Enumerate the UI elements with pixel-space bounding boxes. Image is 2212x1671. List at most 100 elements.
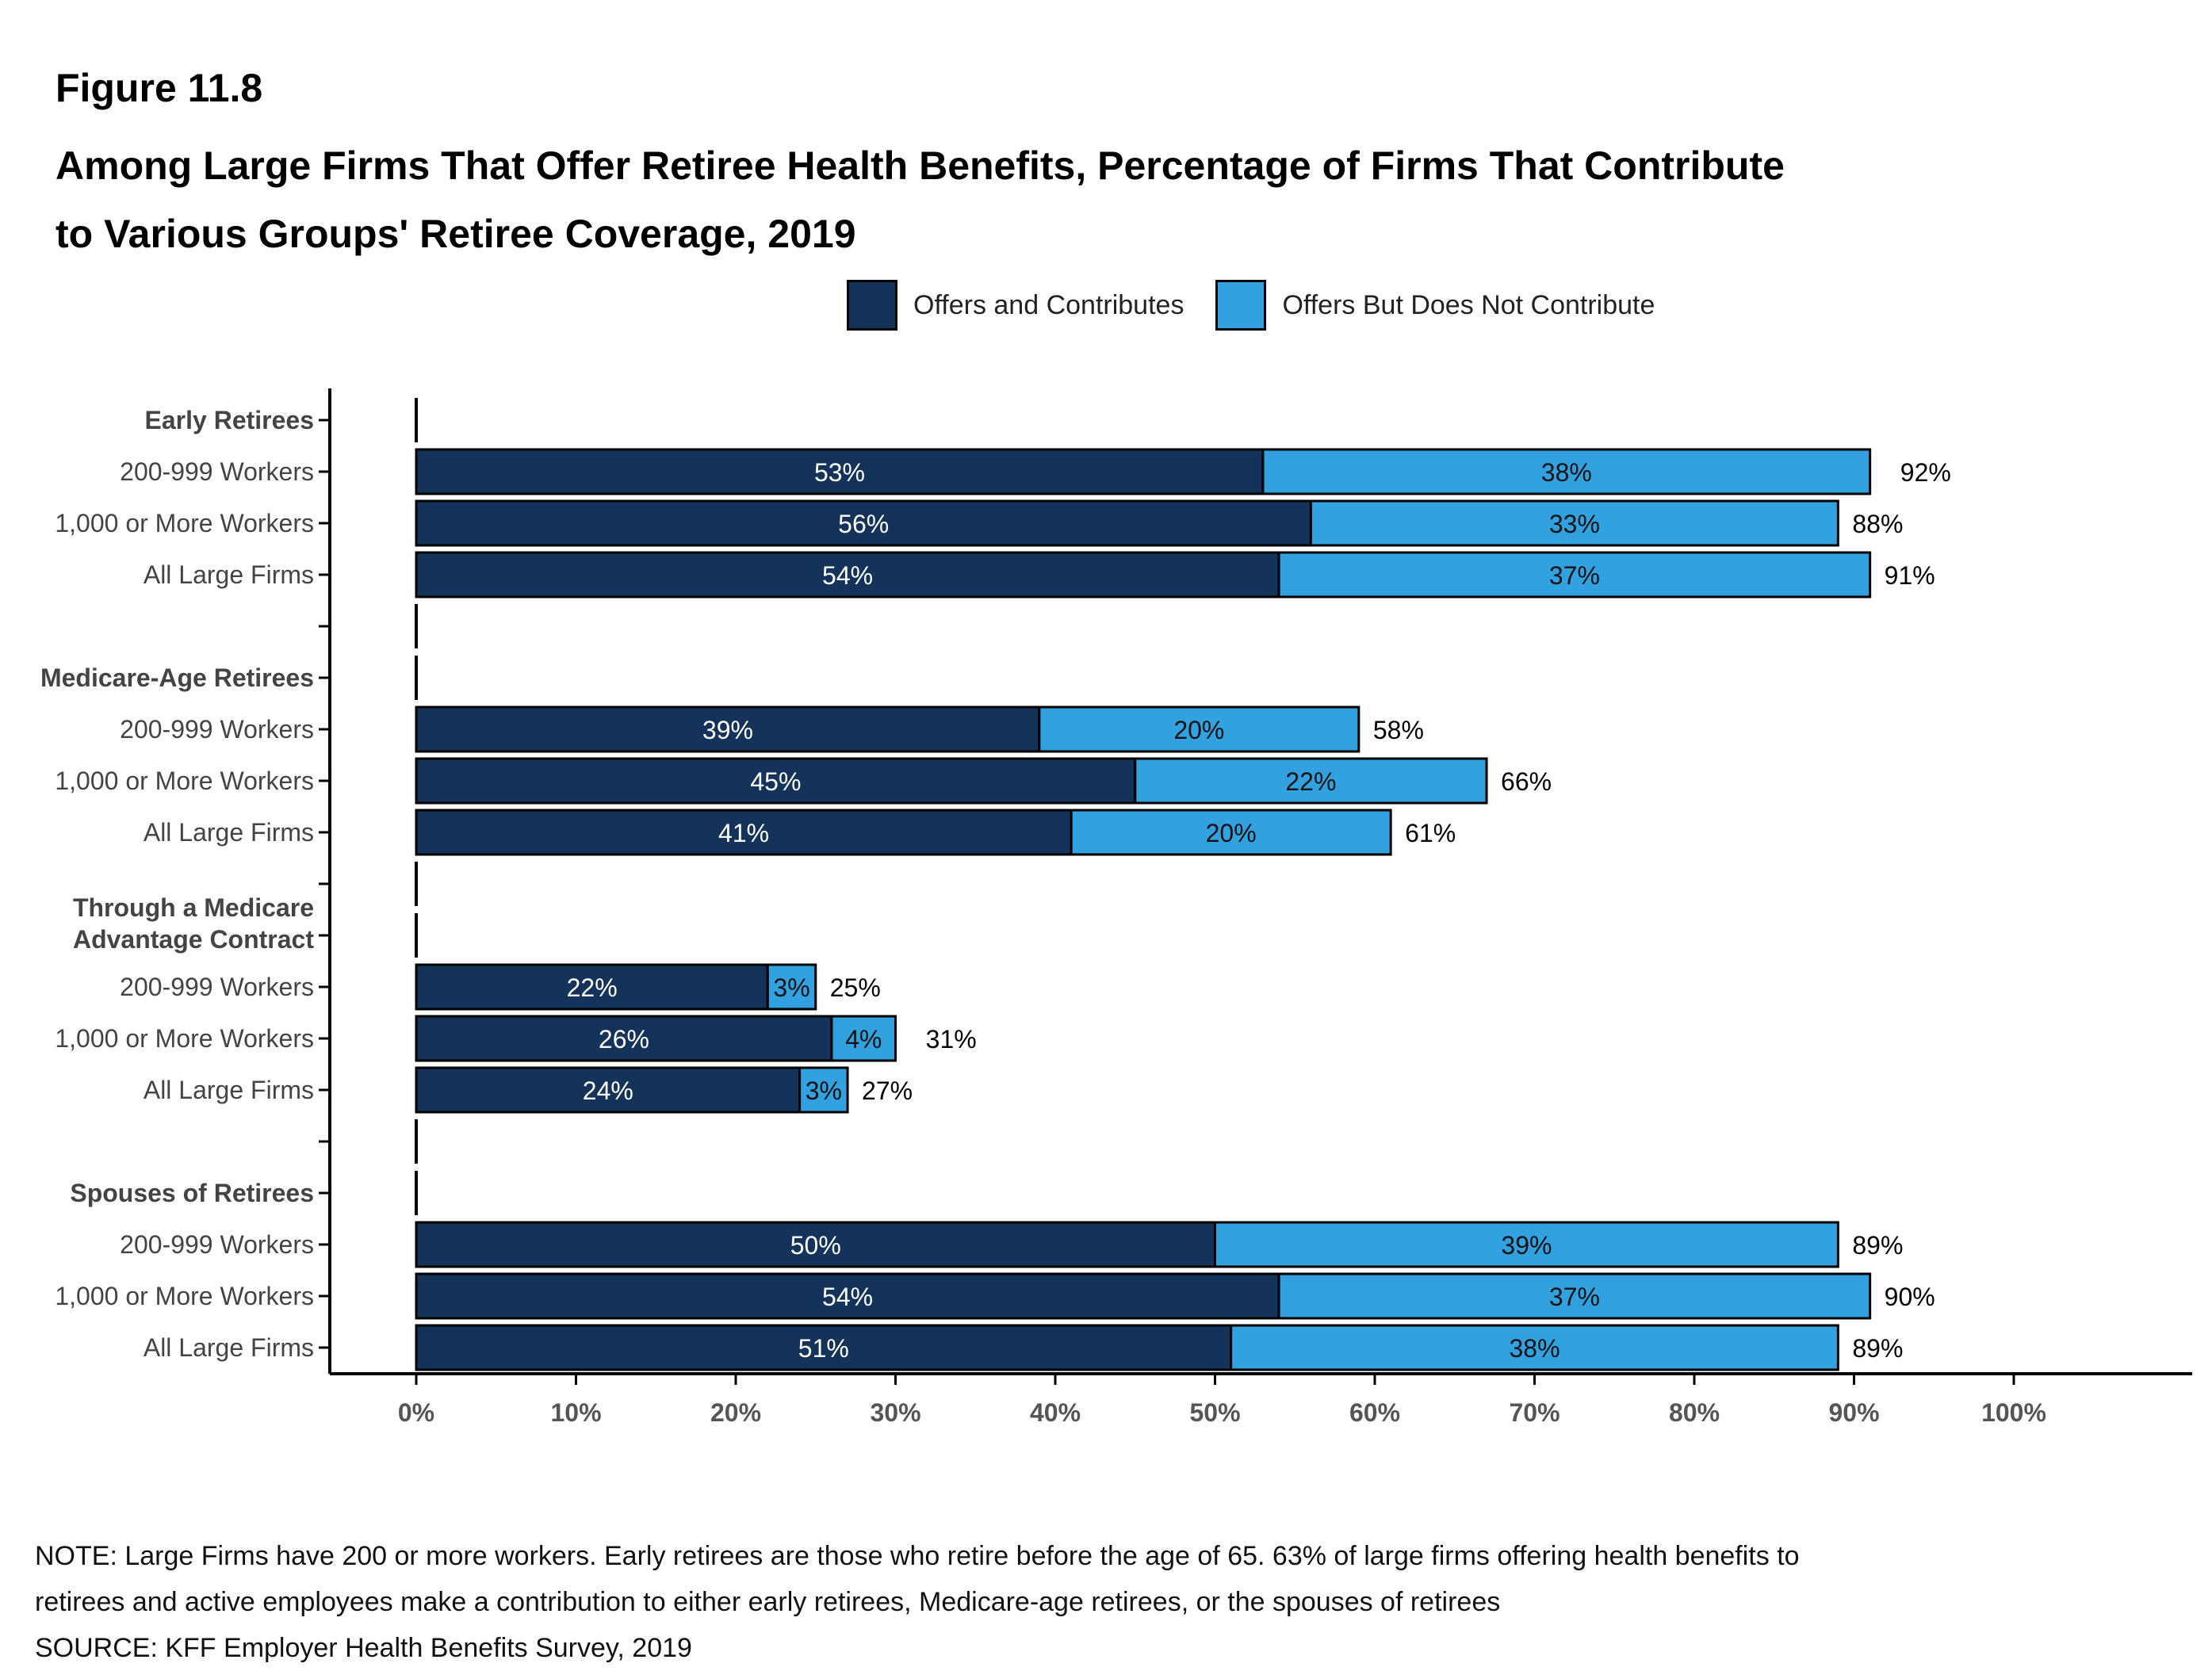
data-label-not-contribute: 37% xyxy=(1549,561,1600,590)
x-tick-label: 50% xyxy=(1189,1398,1240,1427)
bar-contributes xyxy=(415,705,1041,753)
bar-contributes xyxy=(415,551,1280,598)
x-tick-label: 60% xyxy=(1349,1398,1400,1427)
group-label: Early Retirees xyxy=(145,406,314,434)
bar-contributes xyxy=(415,1015,833,1062)
legend-swatch-contributes xyxy=(847,280,897,331)
x-tick-label: 80% xyxy=(1669,1398,1720,1427)
note-line-1: NOTE: Large Firms have 200 or more worke… xyxy=(35,1541,1800,1571)
group-label: Advantage Contract xyxy=(73,925,314,954)
data-label-contributes: 51% xyxy=(798,1334,849,1363)
group-label: Spouses of Retirees xyxy=(70,1179,314,1207)
data-label-contributes: 22% xyxy=(567,973,618,1002)
bar-not-contribute xyxy=(1261,448,1872,495)
row-label: 1,000 or More Workers xyxy=(55,509,314,537)
legend-label-not-contribute: Offers But Does Not Contribute xyxy=(1282,289,1655,320)
legend-label-contributes: Offers and Contributes xyxy=(913,289,1184,320)
x-tick-label: 10% xyxy=(550,1398,601,1427)
bar-not-contribute xyxy=(798,1066,849,1114)
x-tick-label: 90% xyxy=(1828,1398,1879,1427)
bar-not-contribute xyxy=(1230,1324,1839,1371)
bar-not-contribute xyxy=(1277,1272,1872,1320)
row-label: 200-999 Workers xyxy=(120,973,314,1001)
legend-item-contributes: Offers and Contributes xyxy=(847,280,1184,331)
data-label-contributes: 45% xyxy=(750,767,801,796)
data-label-contributes: 26% xyxy=(599,1025,649,1053)
notes: NOTE: Large Firms have 200 or more worke… xyxy=(35,1533,1800,1671)
data-label-not-contribute: 39% xyxy=(1501,1231,1552,1260)
data-label-contributes: 24% xyxy=(583,1076,633,1105)
x-tick-label: 20% xyxy=(710,1398,761,1427)
bar-contributes xyxy=(415,757,1137,805)
data-label-not-contribute: 37% xyxy=(1549,1283,1600,1311)
data-label-total: 89% xyxy=(1852,1231,1903,1260)
data-label-contributes: 54% xyxy=(822,1283,873,1311)
chart-title: Among Large Firms That Offer Retiree Hea… xyxy=(55,132,2038,268)
bar-contributes xyxy=(415,499,1312,547)
x-tick-label: 40% xyxy=(1030,1398,1081,1427)
data-label-contributes: 54% xyxy=(822,561,873,590)
chart-title-line-1: Among Large Firms That Offer Retiree Hea… xyxy=(55,143,1785,188)
row-label: All Large Firms xyxy=(144,1076,314,1104)
x-tick-label: 0% xyxy=(398,1398,434,1427)
legend-item-not-contribute: Offers But Does Not Contribute xyxy=(1215,280,1655,331)
data-label-not-contribute: 3% xyxy=(773,973,809,1002)
bar-not-contribute xyxy=(1070,809,1392,856)
data-label-total: 31% xyxy=(926,1025,977,1053)
bar-contributes xyxy=(415,963,769,1011)
x-tick-label: 100% xyxy=(1981,1398,2046,1427)
bar-not-contribute xyxy=(1277,551,1872,598)
stacked-bar-chart: 0% 10% 20% 30% 40% 50% 60% 70% 80% 90% 100% Early R… xyxy=(40,388,2192,1427)
chart-title-line-2: to Various Groups' Retiree Coverage, 201… xyxy=(55,212,856,256)
legend-swatch-not-contribute xyxy=(1215,280,1267,331)
data-label-not-contribute: 38% xyxy=(1509,1334,1559,1363)
data-label-total: 92% xyxy=(1900,458,1951,487)
legend: Offers and Contributes Offers But Does N… xyxy=(847,277,1686,333)
row-label: 1,000 or More Workers xyxy=(55,1024,314,1053)
bar-contributes xyxy=(415,1272,1280,1320)
source-line: SOURCE: KFF Employer Health Benefits Sur… xyxy=(35,1633,692,1663)
data-label-total: 88% xyxy=(1852,510,1903,538)
data-label-not-contribute: 20% xyxy=(1206,819,1257,847)
data-label-total: 66% xyxy=(1501,767,1552,796)
data-label-total: 25% xyxy=(830,973,881,1002)
row-label: 200-999 Workers xyxy=(120,715,314,744)
data-label-not-contribute: 3% xyxy=(806,1076,842,1105)
data-label-contributes: 39% xyxy=(702,716,753,744)
row-label: 1,000 or More Workers xyxy=(55,1282,314,1310)
group-label: Through a Medicare xyxy=(73,893,314,922)
row-label: All Large Firms xyxy=(144,1333,314,1362)
data-label-not-contribute: 4% xyxy=(845,1025,882,1053)
row-label: 1,000 or More Workers xyxy=(55,767,314,795)
data-label-not-contribute: 22% xyxy=(1285,767,1336,796)
figure-label: Figure 11.8 xyxy=(55,66,263,110)
data-label-total: 91% xyxy=(1885,561,1935,590)
data-label-not-contribute: 20% xyxy=(1173,716,1224,744)
data-label-contributes: 41% xyxy=(718,819,769,847)
row-label: All Large Firms xyxy=(144,560,314,589)
x-tick-label: 70% xyxy=(1509,1398,1559,1427)
x-tick-label: 30% xyxy=(870,1398,920,1427)
data-label-not-contribute: 33% xyxy=(1549,510,1600,538)
bar-contributes xyxy=(415,448,1265,495)
bar-not-contribute xyxy=(1134,757,1488,805)
data-label-contributes: 50% xyxy=(790,1231,841,1260)
row-label: All Large Firms xyxy=(144,818,314,847)
row-label: 200-999 Workers xyxy=(120,457,314,486)
row-label: 200-999 Workers xyxy=(120,1230,314,1259)
data-label-total: 27% xyxy=(862,1076,913,1105)
data-label-total: 89% xyxy=(1852,1334,1903,1363)
data-label-total: 90% xyxy=(1885,1283,1935,1311)
note-line-2: retirees and active employees make a con… xyxy=(35,1587,1501,1617)
group-label: Medicare-Age Retirees xyxy=(40,663,314,692)
data-label-contributes: 56% xyxy=(838,510,889,538)
bar-not-contribute xyxy=(1309,499,1839,547)
bar-not-contribute xyxy=(766,963,817,1011)
bar-not-contribute xyxy=(830,1015,897,1062)
bar-contributes xyxy=(415,1066,802,1114)
data-label-not-contribute: 38% xyxy=(1541,458,1592,487)
data-label-contributes: 53% xyxy=(814,458,865,487)
data-label-total: 58% xyxy=(1373,716,1424,744)
data-label-total: 61% xyxy=(1405,819,1456,847)
bar-not-contribute xyxy=(1038,705,1360,753)
